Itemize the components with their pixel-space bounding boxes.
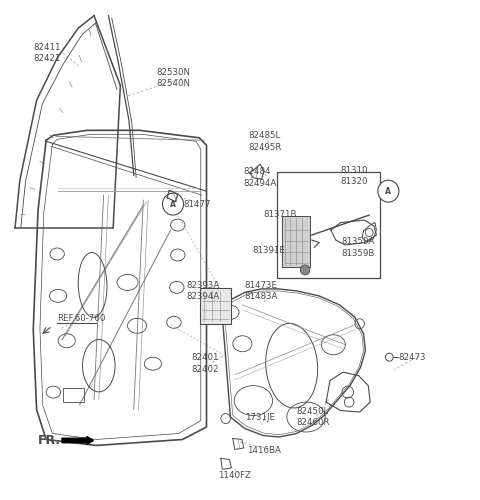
Circle shape	[300, 265, 310, 275]
Text: 82393A
82394A: 82393A 82394A	[186, 280, 220, 301]
Circle shape	[162, 193, 183, 215]
FancyBboxPatch shape	[200, 288, 231, 324]
Text: 82484
82494A: 82484 82494A	[244, 168, 277, 188]
Text: 81371B: 81371B	[263, 210, 297, 218]
Text: 82473: 82473	[398, 352, 425, 362]
Text: FR.: FR.	[38, 434, 61, 447]
Text: 81473E
81483A: 81473E 81483A	[245, 280, 278, 301]
Text: 1140FZ: 1140FZ	[218, 471, 252, 480]
Circle shape	[378, 180, 399, 202]
FancyArrow shape	[62, 436, 94, 444]
Text: A: A	[170, 200, 176, 208]
Text: 82450L
82460R: 82450L 82460R	[297, 407, 330, 428]
Text: 81391E: 81391E	[252, 246, 285, 256]
Bar	[63, 388, 84, 402]
FancyBboxPatch shape	[282, 216, 311, 267]
Text: 82530N
82540N: 82530N 82540N	[156, 68, 190, 88]
Text: 81477: 81477	[183, 200, 211, 208]
Text: 82401
82402: 82401 82402	[191, 354, 219, 374]
Text: 81359A
81359B: 81359A 81359B	[341, 238, 375, 258]
FancyBboxPatch shape	[277, 172, 380, 278]
Text: 82485L
82495R: 82485L 82495R	[249, 131, 282, 152]
Text: A: A	[385, 186, 391, 196]
Text: 1416BA: 1416BA	[247, 446, 281, 455]
Text: 82411
82421: 82411 82421	[33, 43, 61, 64]
Text: 1731JE: 1731JE	[245, 412, 275, 422]
Text: 81310
81320: 81310 81320	[340, 166, 368, 186]
Text: REF.60-760: REF.60-760	[57, 314, 106, 324]
